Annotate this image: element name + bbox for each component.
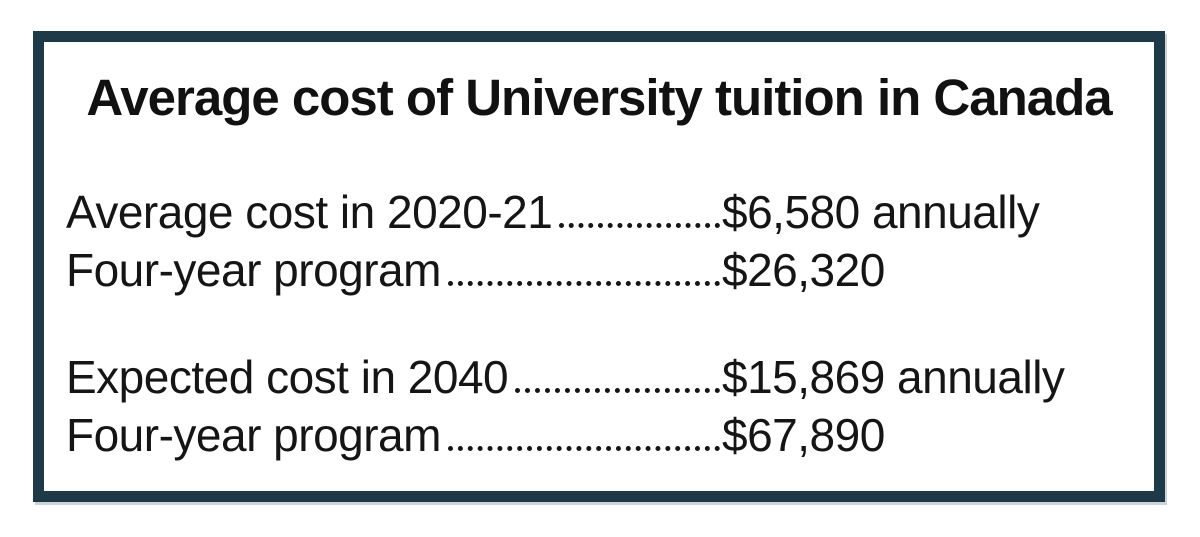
cost-value: $26,320 [722, 244, 885, 296]
cost-row-2040-annual: Expected cost in 2040 $15,869 annually [66, 348, 1144, 406]
card-title: Average cost of University tuition in Ca… [86, 69, 1112, 126]
row-lead: Expected cost in 2040 [66, 348, 722, 406]
dot-leader [447, 281, 720, 286]
row-lead: Average cost in 2020-21 [66, 183, 722, 241]
cost-row-2020-annual: Average cost in 2020-21 $6,580 annually [66, 183, 1144, 241]
cost-label: Average cost in 2020-21 [66, 186, 553, 238]
dot-leader [447, 446, 720, 451]
cost-label: Expected cost in 2040 [66, 351, 509, 403]
cost-value: $67,890 [722, 409, 885, 461]
expected-cost-group: Expected cost in 2040 $15,869 annually F… [66, 348, 1144, 464]
row-lead: Four-year program [66, 406, 722, 464]
cost-rows: Average cost in 2020-21 $6,580 annually … [44, 183, 1154, 464]
dot-leader [559, 223, 720, 228]
cost-label: Four-year program [66, 409, 441, 461]
dot-leader [515, 388, 720, 393]
cost-row-2020-fouryear: Four-year program $26,320 [66, 241, 1144, 299]
cost-value: $15,869 annually [722, 351, 1065, 403]
cost-label: Four-year program [66, 244, 441, 296]
cost-row-2040-fouryear: Four-year program $67,890 [66, 406, 1144, 464]
row-lead: Four-year program [66, 241, 722, 299]
tuition-info-card: Average cost of University tuition in Ca… [33, 31, 1165, 502]
current-cost-group: Average cost in 2020-21 $6,580 annually … [66, 183, 1144, 299]
cost-value: $6,580 annually [722, 186, 1040, 238]
